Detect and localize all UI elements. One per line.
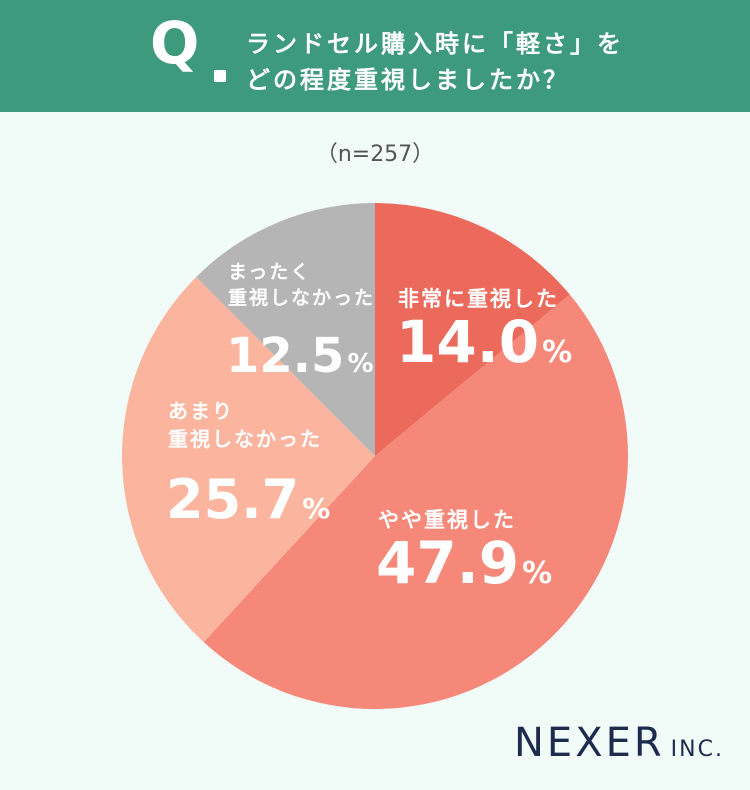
slice-category-label: まったく (228, 261, 311, 283)
pie-slice (375, 203, 570, 456)
sample-size: （n=257） (315, 142, 435, 167)
slice-percent-unit: % (522, 556, 552, 591)
pie-slice (203, 294, 628, 709)
slice-category-label: 重視しなかった (228, 286, 375, 309)
slice-category-label: 重視しなかった (168, 427, 322, 451)
slice-category-label: あまり (168, 399, 234, 423)
slice-category-label: 非常に重視した (398, 287, 559, 311)
slice-percent-unit: % (542, 335, 572, 370)
pie-slice (196, 203, 375, 456)
nexer-logo: NEXER INC. (514, 720, 724, 766)
slice-category-label: やや重視した (378, 508, 516, 532)
question-header: Q ランドセル購入時に「軽さ」を どの程度重視しましたか？ (0, 0, 750, 112)
logo-main: NEXER (514, 720, 665, 766)
slice-percent-unit: % (302, 492, 330, 525)
logo-sub: INC. (670, 737, 724, 762)
question-line-1: ランドセル購入時に「軽さ」を (246, 30, 624, 58)
pie-slice (122, 276, 376, 643)
question-line-2: どの程度重視しましたか？ (246, 66, 570, 94)
slice-percent-unit: % (347, 349, 373, 379)
question-q-mark: Q (150, 9, 200, 77)
question-q-dot (214, 70, 226, 82)
